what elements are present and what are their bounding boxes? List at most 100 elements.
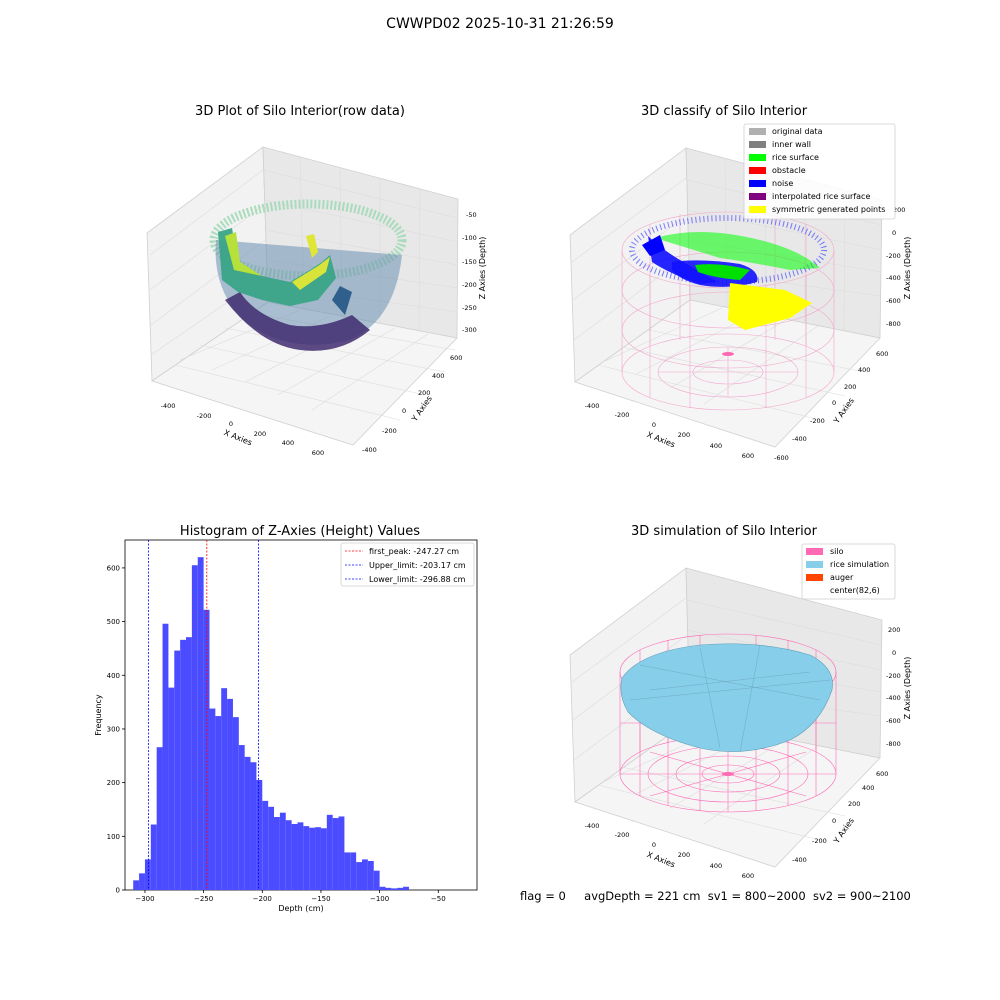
histogram-bar bbox=[350, 852, 357, 890]
histogram-bar bbox=[338, 816, 345, 890]
histogram-bar bbox=[274, 816, 280, 890]
histogram-ytick-label: 200 bbox=[107, 779, 120, 787]
legend-label: rice simulation bbox=[830, 560, 889, 569]
sv2-status: sv2 = 900~2100 bbox=[812, 889, 911, 903]
histogram-xlabel: Depth (cm) bbox=[278, 904, 323, 913]
histogram-ytick-label: 400 bbox=[107, 672, 120, 680]
histogram-xtick-label: −100 bbox=[370, 895, 389, 903]
classify-xtick: -200 bbox=[615, 411, 630, 419]
simulation-ytick: 200 bbox=[848, 800, 860, 808]
simulation-xtick: 0 bbox=[652, 841, 656, 849]
classify-ytick: 400 bbox=[858, 366, 870, 374]
simulation-plot-title: 3D simulation of Silo Interior bbox=[631, 524, 817, 539]
legend-label: silo bbox=[830, 547, 844, 556]
simulation-ztick: -800 bbox=[886, 740, 901, 748]
simulation-rice-surface bbox=[620, 643, 833, 753]
legend-swatch bbox=[806, 548, 823, 555]
raw-ztick: -300 bbox=[462, 326, 477, 334]
classify-ytick: -600 bbox=[774, 454, 789, 462]
histogram-ytick-label: 100 bbox=[107, 833, 120, 841]
histogram-xtick-label: −300 bbox=[135, 895, 154, 903]
histogram-bar bbox=[256, 779, 263, 890]
classify-ytick: -400 bbox=[792, 435, 807, 443]
classify-zlabel: Z Axies (Depth) bbox=[903, 237, 912, 300]
classify-ztick: 200 bbox=[893, 206, 905, 214]
raw-tick-labels: -400 -200 0 200 400 600 -400 -200 0 200 … bbox=[161, 211, 477, 457]
legend-label: original data bbox=[772, 127, 823, 136]
simulation-legend: silo rice simulation auger center(82,6) bbox=[801, 543, 896, 600]
histogram-ytick-label: 0 bbox=[116, 887, 120, 895]
simulation-ztick: 200 bbox=[888, 626, 900, 634]
histogram-bar bbox=[344, 852, 351, 890]
simulation-xtick: 400 bbox=[710, 862, 722, 870]
legend-label: interpolated rice surface bbox=[772, 192, 870, 201]
legend-swatch bbox=[749, 167, 766, 174]
classify-xtick: -400 bbox=[585, 402, 600, 410]
legend-label: rice surface bbox=[772, 153, 819, 162]
histogram-bar bbox=[285, 820, 292, 890]
legend-swatch bbox=[749, 193, 766, 200]
legend-label: obstacle bbox=[772, 166, 806, 175]
raw-xtick: 600 bbox=[312, 449, 324, 457]
raw-point-cloud bbox=[209, 199, 407, 351]
figure-title: CWWPD02 2025-10-31 21:26:59 bbox=[386, 16, 614, 32]
raw-ytick: -200 bbox=[382, 427, 397, 435]
histogram-bar bbox=[232, 717, 239, 890]
classify-ytick: -200 bbox=[810, 417, 825, 425]
legend-swatch bbox=[806, 574, 823, 581]
histogram-bar bbox=[139, 873, 145, 890]
raw-axes-box bbox=[146, 146, 459, 446]
legend-swatch bbox=[749, 128, 766, 135]
simulation-xlabel: X Axies bbox=[646, 850, 677, 869]
histogram-bar bbox=[262, 800, 269, 890]
raw-xtick: 200 bbox=[254, 430, 266, 438]
simulation-zlabel: Z Axies (Depth) bbox=[903, 657, 912, 720]
raw-ztick: -100 bbox=[462, 234, 477, 242]
histogram-xtick-label: −50 bbox=[431, 895, 446, 903]
histogram-chart[interactable]: −300 −250 −200 −150 −100 −50 0 100 200 300 400 500… bbox=[85, 535, 490, 920]
classify-3d-plot[interactable]: -400 -200 0 200 400 600 -600 -400 -200 0… bbox=[565, 120, 920, 465]
histogram-bar bbox=[391, 888, 398, 890]
classify-plot-title: 3D classify of Silo Interior bbox=[640, 104, 808, 119]
simulation-xtick: -200 bbox=[615, 831, 630, 839]
histogram-xtick-label: −250 bbox=[194, 895, 213, 903]
histogram-bar bbox=[403, 886, 409, 890]
classify-center-marker bbox=[722, 352, 734, 356]
simulation-center-marker bbox=[722, 772, 734, 776]
simulation-ytick: -400 bbox=[792, 856, 807, 864]
legend-label: first_peak: -247.27 cm bbox=[369, 547, 459, 556]
histogram-xtick-label: −150 bbox=[311, 895, 330, 903]
raw-ytick: -400 bbox=[362, 446, 377, 454]
classify-ytick: 600 bbox=[876, 350, 888, 358]
raw-ytick: 0 bbox=[402, 407, 406, 415]
histogram-bar bbox=[385, 887, 392, 890]
histogram-xtick-label: −200 bbox=[253, 895, 272, 903]
histogram-legend: first_peak: -247.27 cm Upper_limit: -203… bbox=[340, 542, 475, 587]
histogram-bar bbox=[156, 747, 163, 890]
histogram-bar bbox=[379, 886, 386, 890]
classify-legend: original data inner wall rice surface ob… bbox=[743, 123, 896, 220]
simulation-3d-plot[interactable]: -400 -200 0 200 400 600 -400 -200 0 200 … bbox=[565, 540, 920, 885]
simulation-xtick: -400 bbox=[585, 822, 600, 830]
histogram-bar bbox=[174, 650, 181, 890]
histogram-title: Histogram of Z-Axies (Height) Values bbox=[179, 524, 421, 539]
classify-xtick: 200 bbox=[678, 431, 690, 439]
histogram-bar bbox=[315, 827, 321, 890]
raw-xtick: -200 bbox=[197, 412, 212, 420]
histogram-bar bbox=[326, 814, 333, 890]
classify-ztick: -400 bbox=[886, 274, 901, 282]
raw-xtick: 400 bbox=[282, 439, 294, 447]
histogram-bar bbox=[203, 609, 210, 890]
histogram-y-ticks: 0 100 200 300 400 500 600 bbox=[107, 564, 125, 895]
legend-label: auger bbox=[830, 573, 854, 582]
histogram-bar bbox=[268, 806, 275, 890]
histogram-bar bbox=[303, 826, 310, 890]
raw-3d-plot[interactable]: -400 -200 0 200 400 600 -400 -200 0 200 … bbox=[140, 120, 500, 460]
classify-xtick: 600 bbox=[742, 452, 754, 460]
histogram-reference-lines bbox=[148, 540, 259, 890]
histogram-ytick-label: 600 bbox=[107, 564, 120, 572]
histogram-bar bbox=[150, 824, 157, 890]
simulation-xtick: 600 bbox=[742, 872, 754, 880]
simulation-ztick: -400 bbox=[886, 694, 901, 702]
histogram-bar bbox=[186, 637, 192, 890]
